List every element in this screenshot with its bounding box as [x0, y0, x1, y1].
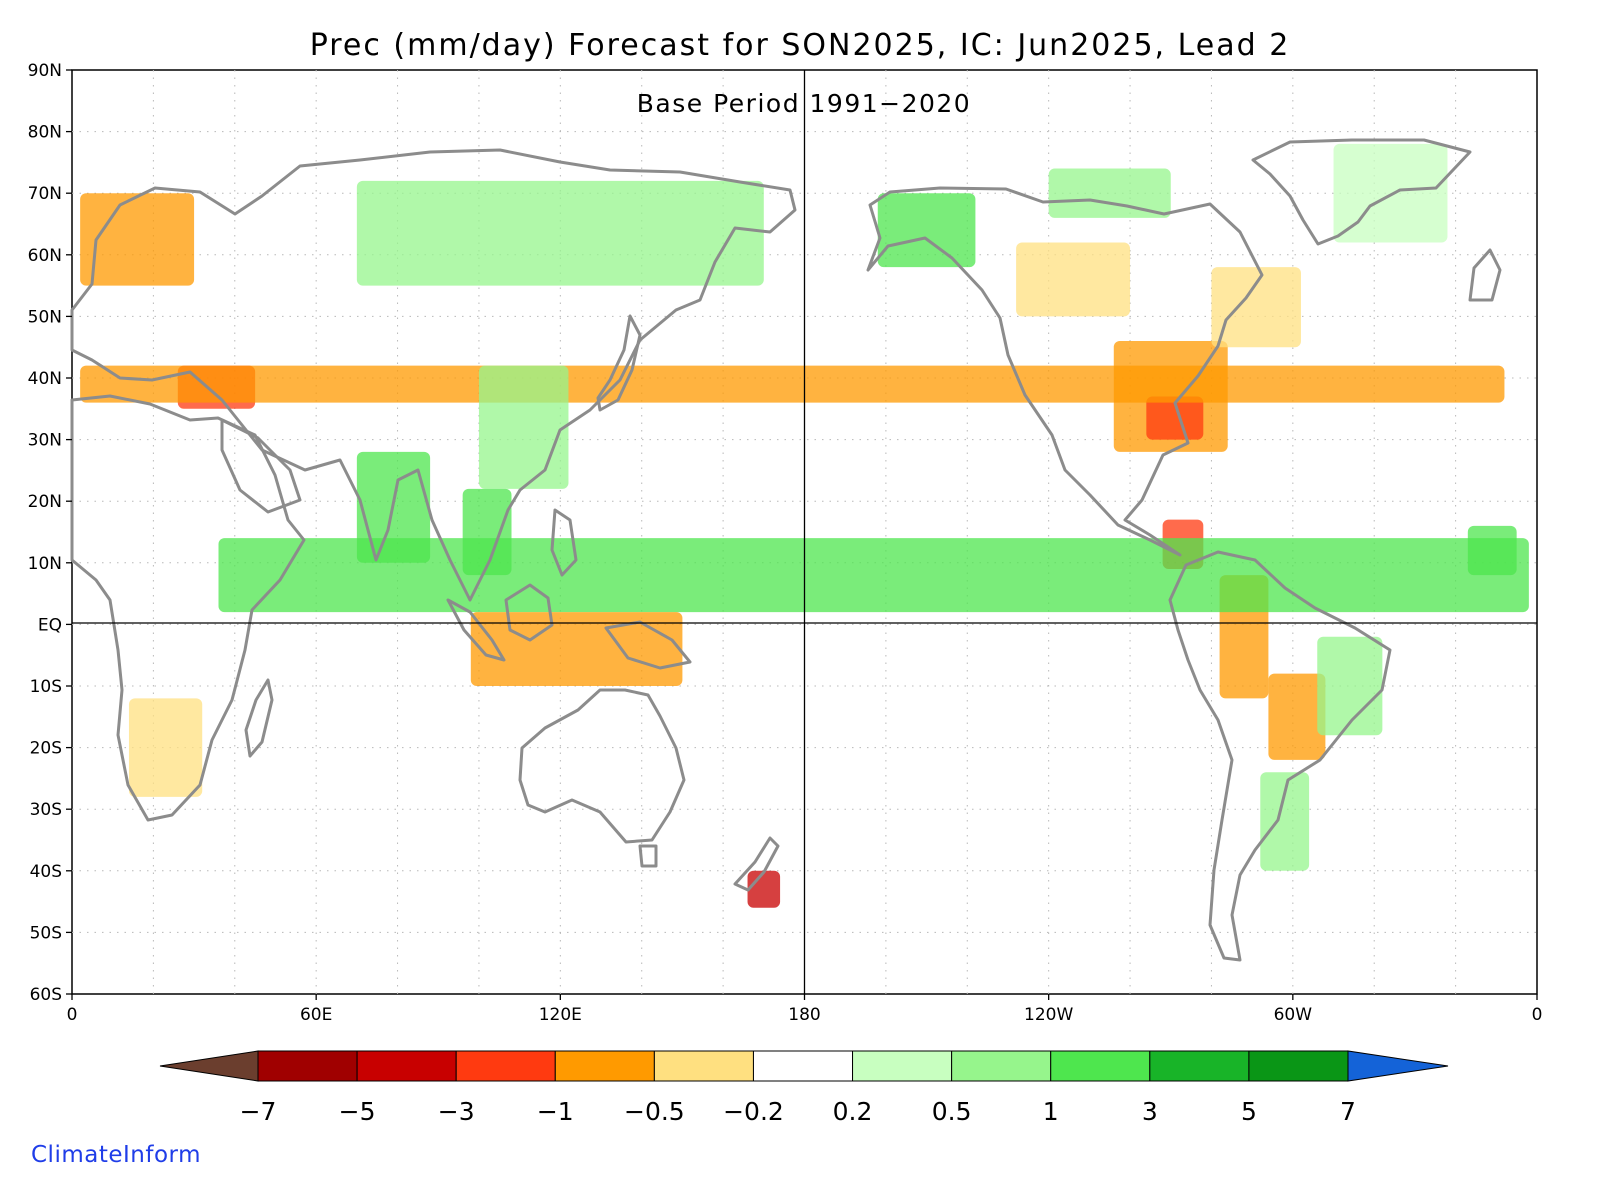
latitude-labels: 90N 80N 70N 60N 50N 40N 30N 20N 10N EQ 10S 20S 30S 40… — [28, 61, 72, 1005]
anomaly-region — [128, 698, 203, 797]
colorbar-bin — [1248, 1050, 1349, 1082]
map-subtitle: Base Period 1991−2020 — [637, 89, 971, 118]
colorbar-tick-label: −0.5 — [624, 1097, 685, 1126]
new-guinea-coastline — [604, 620, 692, 670]
lat-tick-label: 40S — [30, 862, 62, 882]
anomaly-region — [80, 193, 195, 286]
colorbar-low-extend — [159, 1050, 259, 1082]
new-zealand-coastline — [733, 836, 780, 892]
lat-tick-label: 90N — [28, 61, 62, 81]
lon-tick-label: 0 — [67, 1005, 78, 1025]
japan-coastline — [596, 314, 642, 412]
colorbar-tick-label: 1 — [1042, 1097, 1059, 1126]
sumatra-coastline — [446, 598, 506, 662]
colorbar-tick-label: −7 — [239, 1097, 277, 1126]
lat-tick-label: 30N — [28, 431, 62, 451]
lon-tick-label: 0 — [1532, 1005, 1543, 1025]
colorbar-tick-label: −0.2 — [723, 1097, 784, 1126]
colorbar-bin — [1149, 1050, 1250, 1082]
arabia-coastline — [220, 418, 302, 514]
eurasia-coastline — [70, 148, 797, 602]
colorbar-tick-label: 7 — [1340, 1097, 1356, 1126]
lat-tick-label: 50S — [30, 923, 62, 943]
lat-tick-label: 60S — [30, 985, 62, 1005]
philippines-coastline — [550, 508, 578, 577]
anomaly-region — [747, 870, 781, 908]
colorbar-bin — [752, 1050, 854, 1082]
british-isles-coastline — [1468, 248, 1502, 302]
anomaly-region — [218, 538, 1529, 613]
lat-tick-label: 40N — [28, 369, 62, 389]
anomaly-region — [1268, 673, 1326, 760]
colorbar-tick-label: 5 — [1240, 1097, 1257, 1126]
lat-tick-label: 10N — [28, 554, 62, 574]
longitude-labels: 0 60E 120E 180 120W 60W 0 — [67, 994, 1543, 1025]
colorbar-bin — [455, 1050, 556, 1082]
colorbar-bin — [554, 1050, 655, 1082]
lat-tick-label: 30S — [30, 800, 62, 820]
lon-tick-label: 180 — [788, 1005, 820, 1025]
colorbar-tick-label: 0.5 — [931, 1097, 972, 1126]
lat-tick-label: EQ — [38, 615, 62, 635]
lon-tick-label: 120W — [1024, 1005, 1073, 1025]
lon-tick-label: 120E — [539, 1005, 582, 1025]
colorbar-bin — [852, 1050, 953, 1082]
madagascar-coastline — [244, 678, 274, 758]
lat-tick-label: 60N — [28, 246, 62, 266]
anomaly-region — [1211, 267, 1301, 348]
lat-tick-label: 20N — [28, 492, 62, 512]
greenland-coastline — [1251, 138, 1472, 246]
lat-tick-label: 20S — [30, 739, 62, 759]
anomaly-region — [877, 193, 976, 268]
anomaly-region — [80, 365, 1505, 403]
anomaly-region — [1317, 636, 1383, 736]
anomaly-region — [1467, 525, 1517, 576]
chart-title: Prec (mm/day) Forecast for SON2025, IC: … — [309, 28, 1291, 63]
colorbar-bin — [951, 1050, 1052, 1082]
colorbar-tick-label: 0.2 — [832, 1097, 873, 1126]
south-america-coastline — [1168, 550, 1392, 962]
colorbar — [159, 1050, 1449, 1082]
colorbar-tick-label: −3 — [437, 1097, 475, 1126]
anomaly-region — [1260, 772, 1310, 871]
colorbar-bin — [1050, 1050, 1151, 1082]
anomaly-region — [356, 180, 764, 286]
anomaly-region — [470, 612, 683, 686]
colorbar-high-extend — [1347, 1050, 1449, 1082]
borneo-coastline — [504, 583, 554, 642]
anomaly-region — [478, 365, 569, 489]
colorbar-tick-label: −1 — [536, 1097, 574, 1126]
anomaly-regions — [80, 143, 1529, 908]
north-america-coastline — [866, 186, 1264, 557]
anomaly-region — [1146, 396, 1204, 440]
coastlines — [70, 138, 1502, 962]
anomaly-region — [1048, 168, 1171, 218]
lat-tick-label: 10S — [30, 677, 62, 697]
tasmania-coastline — [638, 844, 658, 868]
anomaly-region — [1016, 242, 1131, 317]
australia-coastline — [518, 688, 686, 844]
colorbar-tick-label: −5 — [338, 1097, 376, 1126]
africa-coastline — [70, 394, 306, 822]
colorbar-bin — [356, 1050, 457, 1082]
lat-tick-label: 50N — [28, 307, 62, 327]
colorbar-bin — [257, 1050, 358, 1082]
colorbar-tick-label: 3 — [1141, 1097, 1158, 1126]
brand-label: ClimateInform — [31, 1142, 201, 1168]
lon-tick-label: 60E — [300, 1005, 332, 1025]
lat-tick-label: 70N — [28, 184, 62, 204]
lon-tick-label: 60W — [1274, 1005, 1313, 1025]
lat-tick-label: 80N — [28, 123, 62, 143]
colorbar-bin — [653, 1050, 754, 1082]
